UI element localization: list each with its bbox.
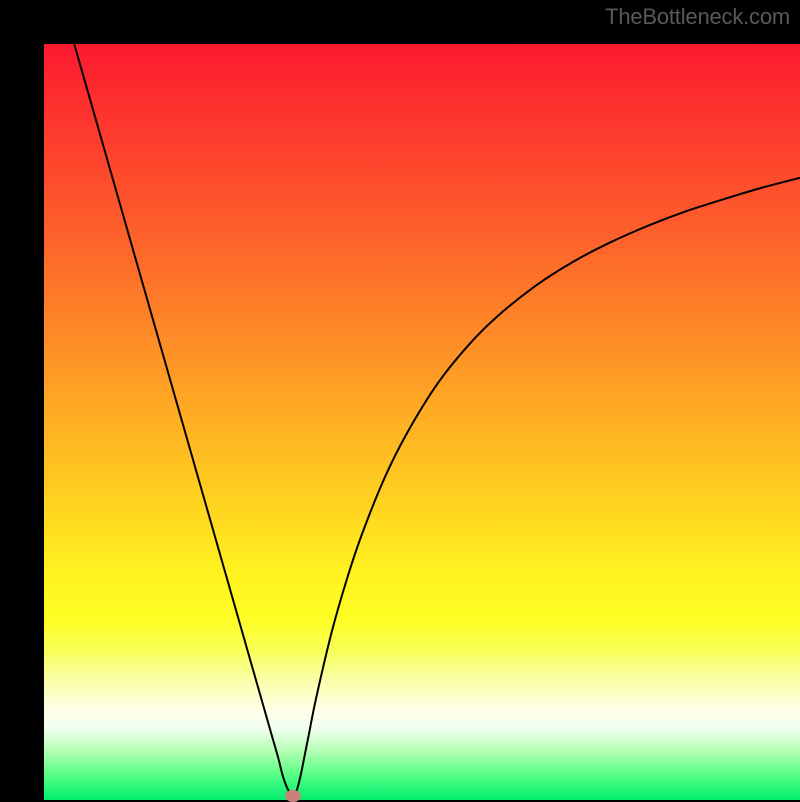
curve-path	[74, 44, 800, 796]
chart-frame	[0, 0, 800, 800]
optimum-marker	[285, 790, 301, 802]
plot-area	[44, 44, 800, 800]
curve-layer	[44, 44, 800, 800]
watermark-text: TheBottleneck.com	[605, 4, 790, 30]
